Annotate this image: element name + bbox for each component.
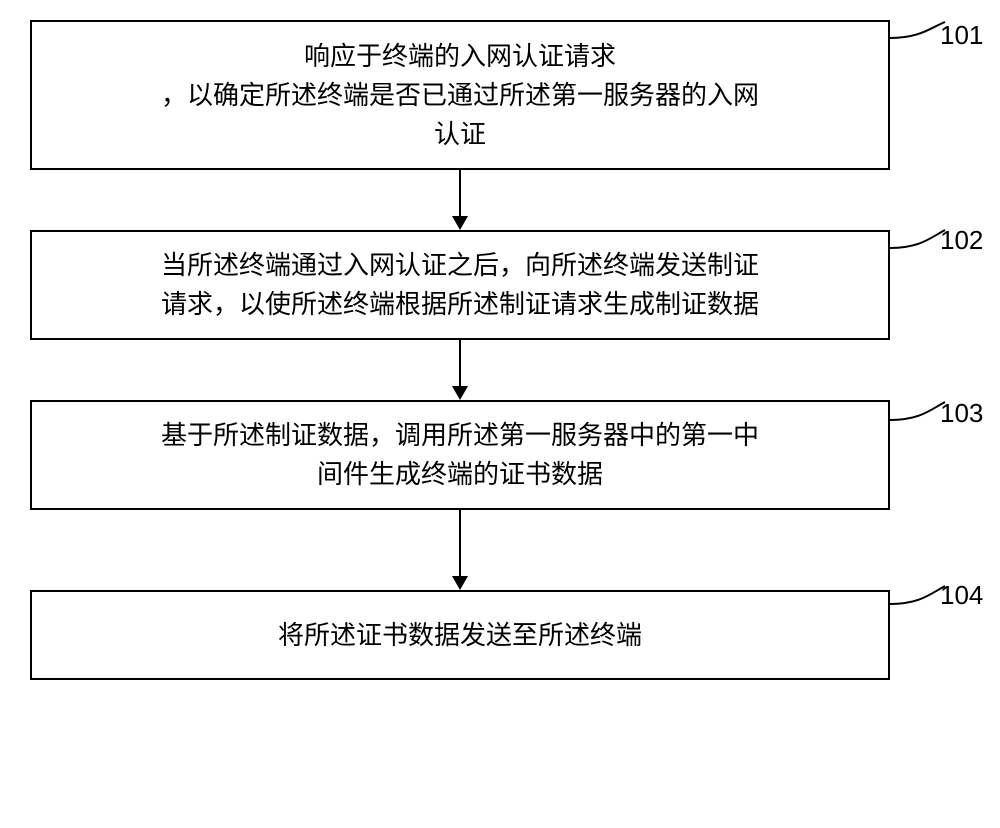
step-box-103: 基于所述制证数据，调用所述第一服务器中的第一中间件生成终端的证书数据 (30, 400, 890, 510)
step-text-103: 基于所述制证数据，调用所述第一服务器中的第一中间件生成终端的证书数据 (161, 416, 759, 494)
step-box-104: 将所述证书数据发送至所述终端 (30, 590, 890, 680)
step-text-102: 当所述终端通过入网认证之后，向所述终端发送制证请求，以使所述终端根据所述制证请求… (161, 246, 759, 324)
step-text-101: 响应于终端的入网认证请求，以确定所述终端是否已通过所述第一服务器的入网认证 (161, 37, 759, 154)
step-box-101: 响应于终端的入网认证请求，以确定所述终端是否已通过所述第一服务器的入网认证 (30, 20, 890, 170)
arrow-102-103 (30, 340, 890, 400)
step-label-102: 102 (940, 225, 983, 256)
step-text-104: 将所述证书数据发送至所述终端 (278, 616, 642, 655)
leader-102 (890, 230, 945, 248)
step-label-101: 101 (940, 20, 983, 51)
step-label-103: 103 (940, 398, 983, 429)
arrow-103-104 (30, 510, 890, 590)
flowchart-container: 响应于终端的入网认证请求，以确定所述终端是否已通过所述第一服务器的入网认证 当所… (30, 20, 970, 680)
leader-101 (890, 22, 945, 38)
leader-103 (890, 402, 945, 420)
step-label-104: 104 (940, 580, 983, 611)
arrow-101-102 (30, 170, 890, 230)
leader-104 (890, 586, 945, 604)
step-box-102: 当所述终端通过入网认证之后，向所述终端发送制证请求，以使所述终端根据所述制证请求… (30, 230, 890, 340)
